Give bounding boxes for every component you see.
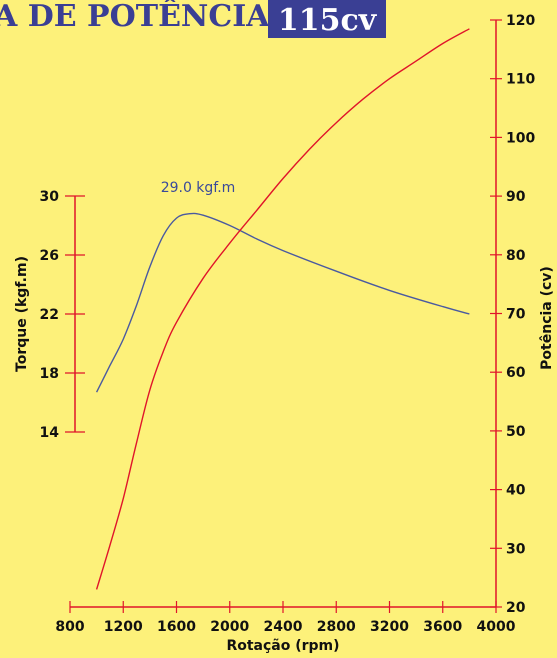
ticks: 800 1200 1600 2000 2400 2800 3200 3600 4000 20 30 4… xyxy=(40,13,536,635)
left-tick-label: 14 xyxy=(40,425,60,441)
right-tick-label: 60 xyxy=(506,365,526,381)
right-tick-label: 120 xyxy=(506,13,535,29)
x-tick-label: 3600 xyxy=(423,619,462,635)
x-tick-label: 800 xyxy=(55,619,84,635)
left-tick-label: 26 xyxy=(40,248,59,264)
x-axis-title: Rotação (rpm) xyxy=(226,638,339,654)
x-tick-label: 2400 xyxy=(264,619,303,635)
x-tick-label: 1600 xyxy=(157,619,196,635)
right-tick-label: 90 xyxy=(506,189,526,205)
left-axis-title: Torque (kgf.m) xyxy=(14,256,30,372)
right-tick-label: 80 xyxy=(506,248,526,264)
right-tick-label: 20 xyxy=(506,600,526,616)
right-tick-label: 30 xyxy=(506,541,526,557)
right-tick-label: 50 xyxy=(506,424,526,440)
power-series-line xyxy=(95,28,470,590)
right-tick-label: 100 xyxy=(506,130,535,146)
x-tick-label: 1200 xyxy=(104,619,143,635)
left-tick-label: 22 xyxy=(40,307,59,323)
power-badge-label: 115cv xyxy=(278,3,378,38)
right-tick-label: 110 xyxy=(506,72,535,88)
right-tick-label: 70 xyxy=(506,307,526,323)
left-tick-label: 30 xyxy=(40,189,60,205)
chart-title: A DE POTÊNCIA xyxy=(0,0,270,34)
right-axis-title: Potência (cv) xyxy=(539,266,555,370)
x-tick-label: 3200 xyxy=(370,619,409,635)
power-badge xyxy=(268,0,386,38)
x-tick-label: 2800 xyxy=(317,619,356,635)
torque-series-line xyxy=(95,212,470,393)
x-tick-label: 4000 xyxy=(477,619,516,635)
peak-torque-annotation: 29.0 kgf.m xyxy=(161,180,236,196)
left-tick-label: 18 xyxy=(40,366,59,382)
right-tick-label: 40 xyxy=(506,483,526,499)
x-tick-label: 2000 xyxy=(210,619,249,635)
